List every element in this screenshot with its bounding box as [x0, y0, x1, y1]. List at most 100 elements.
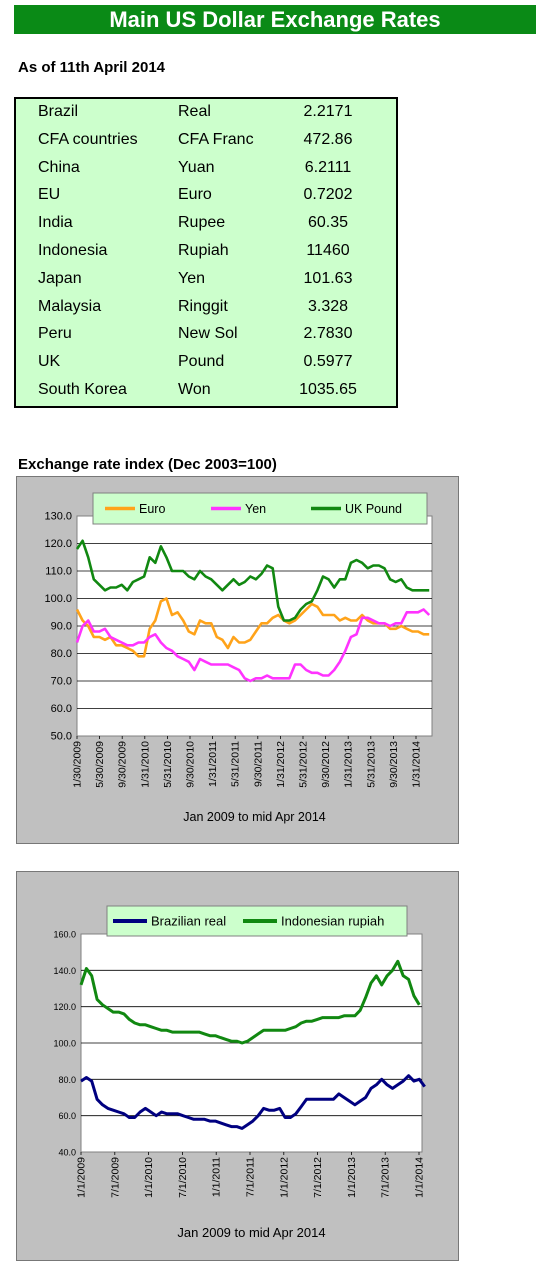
rate-country: China [38, 158, 80, 176]
rate-value: 2.7830 [303, 325, 353, 343]
rate-value: 1035.65 [299, 381, 357, 398]
rate-row: India Rupee 60.35 [16, 214, 396, 238]
rate-country: Malaysia [38, 297, 102, 315]
rate-value: 0.7202 [303, 186, 353, 204]
x-tick-label: 9/30/2011 [252, 741, 264, 787]
index-heading: Exchange rate index (Dec 2003=100) [18, 456, 277, 473]
rate-value: 101.63 [303, 269, 353, 287]
y-tick-label: 60.0 [51, 703, 72, 715]
rate-country: Indonesia [38, 242, 108, 259]
page-title: Main US Dollar Exchange Rates [14, 5, 536, 34]
x-tick-label: 1/31/2010 [139, 741, 151, 788]
legend-label: UK Pound [345, 502, 402, 516]
rate-country: Brazil [38, 103, 79, 120]
rate-value: 60.35 [307, 214, 349, 232]
rate-currency: Euro [178, 186, 212, 204]
x-tick-label: 9/30/2012 [320, 741, 332, 788]
x-tick-label: 5/31/2010 [162, 741, 174, 788]
x-axis-label: Jan 2009 to mid Apr 2014 [177, 1225, 325, 1240]
series-line-uk-pound [75, 539, 430, 622]
x-tick-label: 1/31/2012 [275, 741, 287, 788]
x-tick-label: 1/1/2014 [414, 1157, 426, 1198]
rate-value: 3.328 [307, 297, 349, 315]
y-tick-label: 100.0 [44, 593, 72, 605]
legend-label: Euro [139, 502, 165, 516]
x-tick-label: 5/30/2009 [94, 741, 106, 788]
y-tick-label: 130.0 [44, 511, 72, 523]
chart-2-svg: 160.0 140.0 120.0 100.0 80.0 60.0 40.01/1/2009… [53, 905, 426, 1240]
x-tick-label: 1/31/2013 [343, 741, 355, 788]
rate-row: Peru New Sol 2.7830 [16, 325, 396, 349]
y-tick-label: 80.0 [51, 648, 72, 660]
rate-value: 472.86 [303, 130, 353, 148]
series-line-yen [75, 608, 431, 683]
legend-label: Brazilian real [151, 914, 226, 929]
rate-row: Indonesia Rupiah 11460 [16, 242, 396, 266]
rate-country: UK [38, 353, 61, 371]
rate-currency: Pound [178, 353, 225, 371]
x-tick-label: 1/1/2013 [346, 1157, 358, 1198]
chart-2-frame: 160.0 140.0 120.0 100.0 80.0 60.0 40.0 1/1/2009… [16, 871, 459, 1261]
x-tick-label: 9/30/2013 [388, 741, 400, 788]
x-tick-label: 1/30/2009 [72, 741, 84, 788]
rate-currency: Rupiah [178, 242, 229, 259]
x-tick-label: 9/30/2010 [185, 741, 197, 788]
rate-currency: CFA Franc [178, 130, 254, 148]
x-tick-label: 1/31/2011 [207, 741, 219, 787]
rate-row: Japan Yen 101.63 [16, 270, 396, 294]
y-tick-label: 90.0 [51, 621, 72, 633]
rate-currency: New Sol [178, 325, 238, 343]
rate-value: 6.2111 [304, 158, 352, 176]
x-tick-label: 1/1/2010 [143, 1157, 155, 1198]
x-tick-label: 9/30/2009 [117, 741, 129, 788]
series-line-euro [75, 597, 430, 658]
rate-row: Brazil Real 2.2171 [16, 103, 396, 127]
rate-row: South Korea Won 1035.65 [16, 381, 396, 405]
x-tick-label: 1/1/2011 [211, 1157, 223, 1197]
rate-country: South Korea [38, 381, 127, 398]
x-tick-label: 7/1/2013 [380, 1157, 392, 1198]
x-tick-label: 1/1/2009 [76, 1157, 88, 1198]
rate-row: CFA countries CFA Franc 472.86 [16, 131, 396, 155]
rate-currency: Won [178, 381, 211, 398]
rate-country: CFA countries [38, 130, 138, 148]
y-tick-label: 120.0 [44, 538, 72, 550]
x-axis-label: Jan 2009 to mid Apr 2014 [183, 810, 326, 824]
x-tick-label: 5/31/2013 [365, 741, 377, 788]
x-tick-label: 7/1/2010 [177, 1157, 189, 1198]
rate-country: EU [38, 186, 61, 204]
rate-country: Japan [38, 269, 82, 287]
y-tick-label: 60.0 [58, 1111, 76, 1121]
rate-row: EU Euro 0.7202 [16, 186, 396, 210]
rate-currency: Yen [178, 269, 205, 287]
rate-row: Malaysia Ringgit 3.328 [16, 298, 396, 322]
rate-row: China Yuan 6.2111 [16, 159, 396, 183]
legend [92, 492, 428, 525]
rate-currency: Real [178, 103, 211, 120]
x-tick-label: 5/31/2012 [298, 741, 310, 788]
as-of-date: As of 11th April 2014 [18, 59, 165, 76]
y-tick-label: 80.0 [58, 1075, 76, 1085]
rate-currency: Yuan [178, 158, 215, 176]
rate-country: India [38, 214, 73, 232]
legend-label: Yen [245, 502, 266, 516]
y-tick-label: 140.0 [53, 966, 76, 976]
rate-value: 11460 [306, 242, 350, 259]
rate-country: Peru [38, 325, 72, 343]
series-line-indonesian-rupiah [79, 959, 421, 1045]
x-tick-label: 5/31/2011 [230, 741, 242, 787]
y-tick-label: 110.0 [45, 566, 72, 578]
x-tick-label: 7/1/2009 [109, 1157, 121, 1198]
rate-currency: Rupee [178, 214, 226, 232]
rate-currency: Ringgit [178, 297, 228, 315]
x-tick-label: 1/31/2014 [411, 741, 423, 788]
rate-value: 2.2171 [303, 103, 353, 120]
x-tick-label: 7/1/2012 [312, 1157, 324, 1198]
rate-value: 0.5977 [303, 353, 353, 371]
rate-row: UK Pound 0.5977 [16, 353, 396, 377]
y-tick-label: 50.0 [51, 731, 72, 743]
y-tick-label: 120.0 [53, 1002, 76, 1012]
rates-table: Brazil Real 2.2171 CFA countries CFA Franc 47… [14, 97, 398, 408]
y-tick-label: 160.0 [53, 930, 76, 940]
legend-label: Indonesian rupiah [281, 914, 384, 929]
